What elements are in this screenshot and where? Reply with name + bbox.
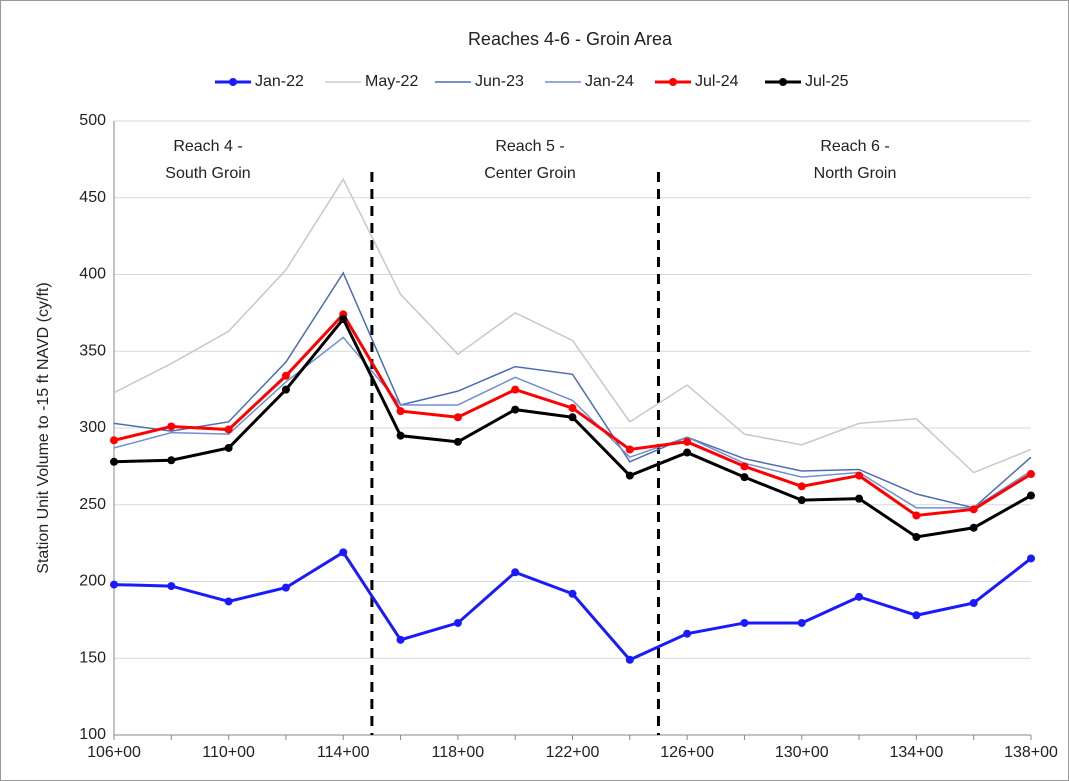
point [797,496,806,505]
annotation: Reach 4 - [173,138,242,155]
point [625,445,634,454]
point [625,471,634,480]
point [396,431,405,440]
point [568,404,577,413]
point [339,315,348,324]
point [453,413,462,422]
point [167,582,176,591]
annotation: Center Groin [484,165,576,182]
point [110,436,118,445]
point [683,437,692,446]
annotation: North Groin [814,165,897,182]
x-tick-label: 138+00 [1004,744,1058,761]
x-tick-label: 110+00 [202,744,255,761]
point [167,456,176,465]
point [396,635,405,644]
point [453,437,462,446]
point [110,457,118,466]
annotation: Reach 6 - [820,138,889,155]
point [683,448,692,457]
point [797,618,806,627]
point [281,583,290,592]
point [511,385,520,394]
point [1027,470,1035,479]
point [740,473,749,482]
legend-label: Jul-25 [805,73,849,90]
x-tick-label: 114+00 [317,744,370,761]
point [224,443,233,452]
x-tick-label: 126+00 [660,744,714,761]
y-tick-label: 350 [79,342,106,359]
point [912,511,921,520]
y-tick-label: 400 [79,266,106,283]
series-line [113,271,1032,509]
point [683,629,692,638]
point [740,618,749,627]
point [511,568,520,577]
legend-marker [779,78,787,86]
point [797,482,806,491]
point [568,413,577,422]
legend-label: Jan-22 [255,73,304,90]
point [855,592,864,601]
y-tick-label: 250 [79,496,106,513]
legend-label: Jun-23 [475,73,524,90]
point [281,385,290,394]
point [740,462,749,471]
legend-label: May-22 [365,73,418,90]
point [855,494,864,503]
point [396,407,405,416]
y-axis-label: Station Unit Volume to -15 ft NAVD (cy/f… [35,282,52,573]
series-line [113,336,1032,509]
y-tick-label: 300 [79,419,106,436]
point [224,425,233,434]
point [912,532,921,541]
point [339,548,348,557]
annotation: South Groin [165,165,250,182]
x-tick-label: 130+00 [775,744,829,761]
chart-title: Reaches 4-6 - Groin Area [468,29,673,49]
point [969,523,978,532]
y-tick-label: 200 [79,573,106,590]
point [224,597,233,606]
series-line [113,177,1032,474]
legend-marker [669,78,677,86]
point [167,422,176,431]
y-tick-label: 450 [79,189,106,206]
point [511,405,520,414]
point [453,618,462,627]
x-tick-label: 122+00 [546,744,600,761]
y-tick-label: 150 [79,649,106,666]
x-tick-label: 106+00 [87,744,141,761]
point [1027,491,1035,500]
legend-label: Jul-24 [695,73,739,90]
point [568,589,577,598]
x-tick-label: 134+00 [889,744,943,761]
legend-label: Jan-24 [585,73,634,90]
point [855,471,864,480]
annotation: Reach 5 - [495,138,564,155]
point [912,611,921,620]
point [969,505,978,514]
y-tick-label: 100 [79,726,106,743]
legend-marker [229,78,237,86]
point [281,371,290,380]
y-tick-label: 500 [79,112,106,129]
point [1027,554,1035,563]
point [969,598,978,607]
x-tick-label: 118+00 [432,744,485,761]
point [110,580,118,589]
point [625,655,634,664]
